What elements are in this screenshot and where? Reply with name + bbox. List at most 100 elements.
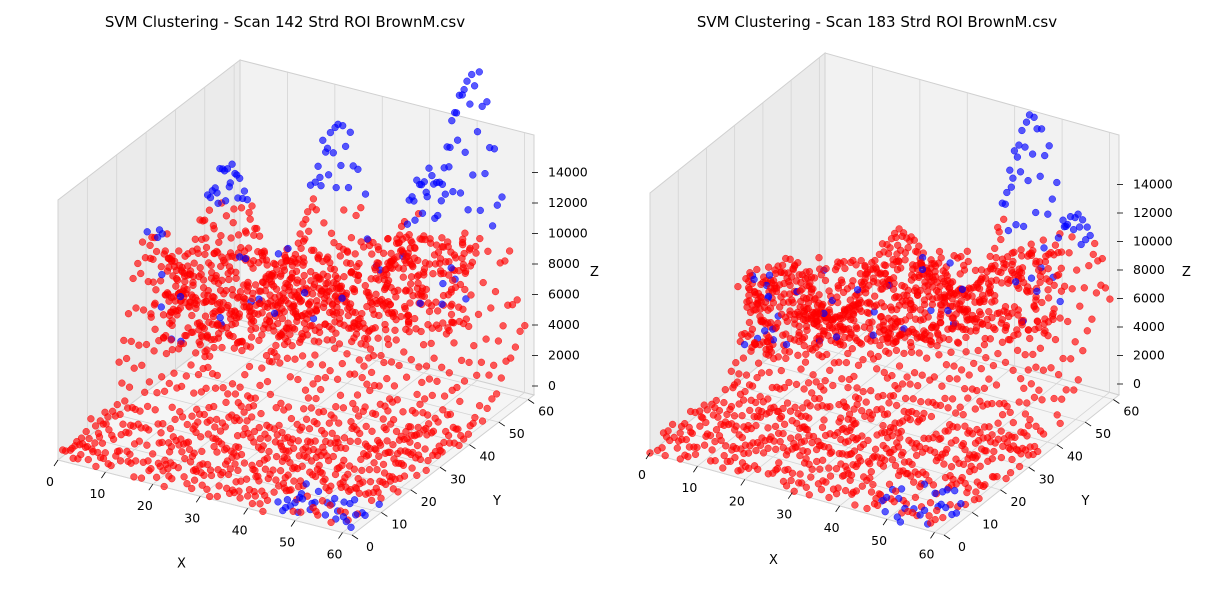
point-cluster-1: [228, 160, 236, 168]
y-tick-label: 0: [958, 539, 966, 554]
point-cluster-0: [944, 404, 952, 412]
point-cluster-0: [1020, 384, 1028, 392]
point-cluster-0: [774, 262, 782, 270]
point-cluster-0: [747, 330, 755, 338]
point-cluster-0: [284, 471, 292, 479]
point-cluster-1: [236, 174, 244, 182]
point-cluster-0: [414, 256, 422, 265]
point-cluster-0: [937, 254, 945, 262]
point-cluster-0: [355, 489, 363, 497]
point-cluster-0: [1106, 295, 1114, 303]
point-cluster-0: [974, 436, 983, 445]
x-tick-label: 0: [638, 467, 646, 482]
point-cluster-0: [439, 406, 447, 414]
point-cluster-0: [345, 462, 354, 470]
point-cluster-0: [821, 431, 830, 440]
point-cluster-0: [977, 365, 985, 373]
point-cluster-0: [307, 404, 315, 412]
point-cluster-0: [171, 415, 179, 424]
point-cluster-0: [429, 270, 437, 278]
point-cluster-0: [852, 462, 860, 471]
point-cluster-1: [1018, 126, 1026, 135]
point-cluster-0: [782, 330, 790, 338]
point-cluster-0: [232, 478, 240, 486]
point-cluster-0: [382, 480, 390, 489]
point-cluster-0: [407, 280, 415, 288]
point-cluster-0: [415, 271, 423, 279]
point-cluster-0: [302, 415, 311, 423]
y-tick-label: 40: [479, 449, 495, 464]
point-cluster-0: [933, 278, 941, 286]
point-cluster-0: [346, 259, 355, 268]
point-cluster-0: [376, 441, 385, 449]
point-cluster-0: [886, 244, 894, 252]
point-cluster-0: [808, 465, 816, 473]
point-cluster-0: [1026, 334, 1034, 343]
point-cluster-0: [997, 427, 1005, 435]
point-cluster-0: [687, 428, 695, 436]
point-cluster-0: [216, 427, 225, 435]
point-cluster-0: [427, 339, 435, 348]
point-cluster-1: [1056, 297, 1064, 306]
grid-y: [204, 346, 499, 423]
point-cluster-0: [1065, 249, 1073, 257]
point-cluster-0: [380, 469, 389, 477]
point-cluster-0: [406, 244, 414, 252]
point-cluster-0: [482, 335, 490, 343]
point-cluster-0: [89, 448, 97, 456]
x-tick: [243, 508, 249, 515]
point-cluster-0: [972, 454, 980, 462]
point-cluster-0: [340, 206, 348, 214]
x-tick: [53, 459, 59, 467]
point-cluster-0: [927, 337, 935, 346]
point-cluster-0: [696, 422, 704, 430]
point-cluster-0: [808, 389, 816, 397]
point-cluster-0: [681, 419, 689, 428]
point-cluster-0: [1038, 396, 1046, 404]
point-cluster-1: [347, 523, 355, 531]
point-cluster-0: [897, 264, 905, 272]
point-cluster-0: [238, 346, 246, 355]
point-cluster-0: [799, 447, 807, 455]
point-cluster-0: [151, 406, 159, 414]
point-cluster-0: [856, 457, 865, 465]
point-cluster-0: [165, 379, 173, 388]
z-tick-label: 6000: [1133, 291, 1165, 306]
point-cluster-0: [180, 269, 188, 277]
point-cluster-1: [1078, 216, 1087, 224]
z-axis-label: Z: [1182, 265, 1191, 280]
point-cluster-0: [325, 486, 333, 495]
point-cluster-0: [985, 286, 993, 294]
point-cluster-1: [1054, 234, 1063, 242]
point-cluster-0: [381, 284, 390, 292]
point-cluster-0: [277, 442, 285, 451]
point-cluster-0: [906, 415, 914, 424]
point-cluster-0: [1027, 240, 1035, 248]
point-cluster-0: [348, 337, 356, 346]
z-tick-label: 6000: [548, 287, 580, 302]
point-cluster-0: [291, 355, 299, 363]
point-cluster-0: [986, 335, 994, 343]
point-cluster-1: [226, 179, 234, 187]
point-cluster-0: [815, 351, 823, 359]
point-cluster-0: [357, 238, 365, 246]
point-cluster-0: [255, 287, 263, 295]
point-cluster-0: [299, 237, 308, 245]
point-cluster-0: [302, 215, 310, 224]
point-cluster-0: [816, 265, 824, 273]
point-cluster-0: [813, 321, 821, 329]
point-cluster-1: [361, 190, 370, 198]
point-cluster-0: [790, 336, 799, 344]
point-cluster-0: [817, 485, 826, 494]
point-cluster-0: [884, 338, 892, 346]
point-cluster-0: [318, 361, 327, 369]
point-cluster-0: [994, 435, 1002, 443]
point-cluster-0: [211, 423, 219, 431]
point-cluster-0: [819, 456, 827, 464]
point-cluster-0: [173, 384, 181, 392]
point-cluster-0: [1026, 415, 1034, 424]
point-cluster-0: [970, 359, 978, 368]
point-cluster-0: [201, 312, 210, 320]
point-cluster-0: [165, 297, 173, 305]
point-cluster-0: [915, 273, 923, 282]
